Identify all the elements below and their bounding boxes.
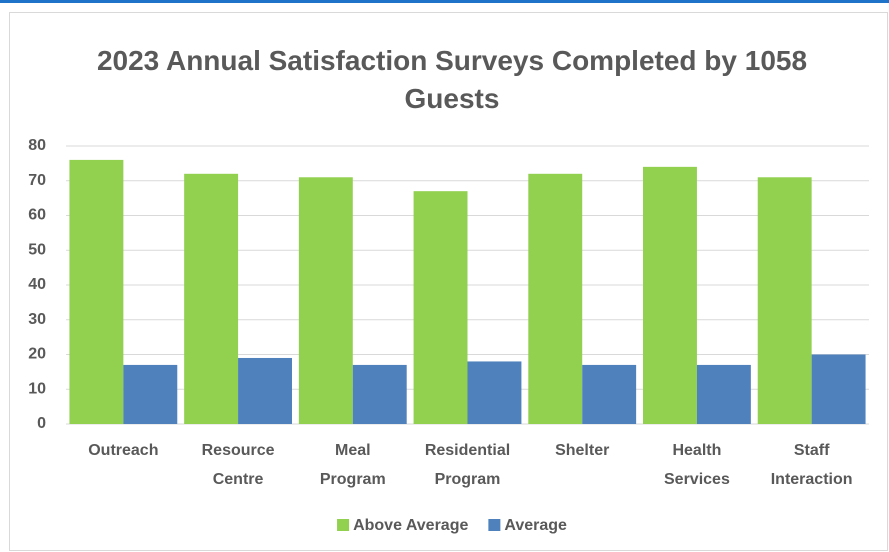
bar — [298, 177, 353, 424]
y-tick-label: 50 — [28, 241, 46, 258]
y-tick-label: 10 — [28, 380, 46, 397]
legend-label: Above Average — [353, 517, 468, 534]
bar — [582, 364, 637, 424]
x-tick-label: Shelter — [555, 442, 609, 459]
text-line: Meal — [335, 442, 371, 459]
legend-swatch — [488, 519, 501, 531]
text-line: Program — [320, 471, 386, 488]
text-line: 2023 Annual Satisfaction Surveys Complet… — [97, 45, 807, 76]
bar — [696, 364, 751, 424]
x-tick-label: Meal Program — [320, 442, 386, 488]
text-line: Health — [672, 442, 721, 459]
bar — [238, 357, 292, 424]
bar — [643, 166, 697, 424]
bar — [184, 173, 239, 424]
bar — [123, 364, 178, 424]
text-line: Outreach — [88, 442, 158, 459]
x-tick-label: Outreach — [88, 442, 158, 459]
legend-swatch — [337, 519, 350, 531]
text-line: Services — [664, 471, 730, 488]
text-line: Program — [435, 471, 501, 488]
bar — [69, 159, 124, 424]
text-line: Residential — [425, 442, 510, 459]
text-line: Guests — [405, 83, 500, 114]
y-tick-label: 80 — [28, 137, 46, 154]
y-tick-label: 20 — [28, 346, 46, 363]
bar — [811, 354, 866, 424]
y-tick-label: 30 — [28, 311, 46, 328]
text-line: Interaction — [771, 471, 853, 488]
bar — [528, 173, 583, 424]
text-line: Shelter — [555, 442, 609, 459]
bar — [413, 191, 468, 424]
text-line: Resource — [202, 442, 275, 459]
top-border — [0, 0, 889, 3]
y-tick-label: 60 — [28, 207, 46, 224]
x-tick-label: Resource Centre — [202, 442, 275, 488]
y-tick-label: 0 — [37, 415, 46, 432]
text-line: Centre — [213, 471, 264, 488]
y-tick-label: 40 — [28, 276, 46, 293]
bar — [352, 364, 407, 424]
text-line: Staff — [794, 442, 830, 459]
bar — [757, 177, 812, 424]
chart-title: 2023 Annual Satisfaction Surveys Complet… — [97, 45, 807, 114]
bar — [467, 361, 522, 424]
x-tick-label: Staff Interaction — [771, 442, 853, 488]
x-tick-label: Health Services — [664, 442, 730, 488]
x-tick-label: Residential Program — [425, 442, 510, 488]
y-tick-label: 70 — [28, 172, 46, 189]
legend-label: Average — [504, 517, 567, 534]
